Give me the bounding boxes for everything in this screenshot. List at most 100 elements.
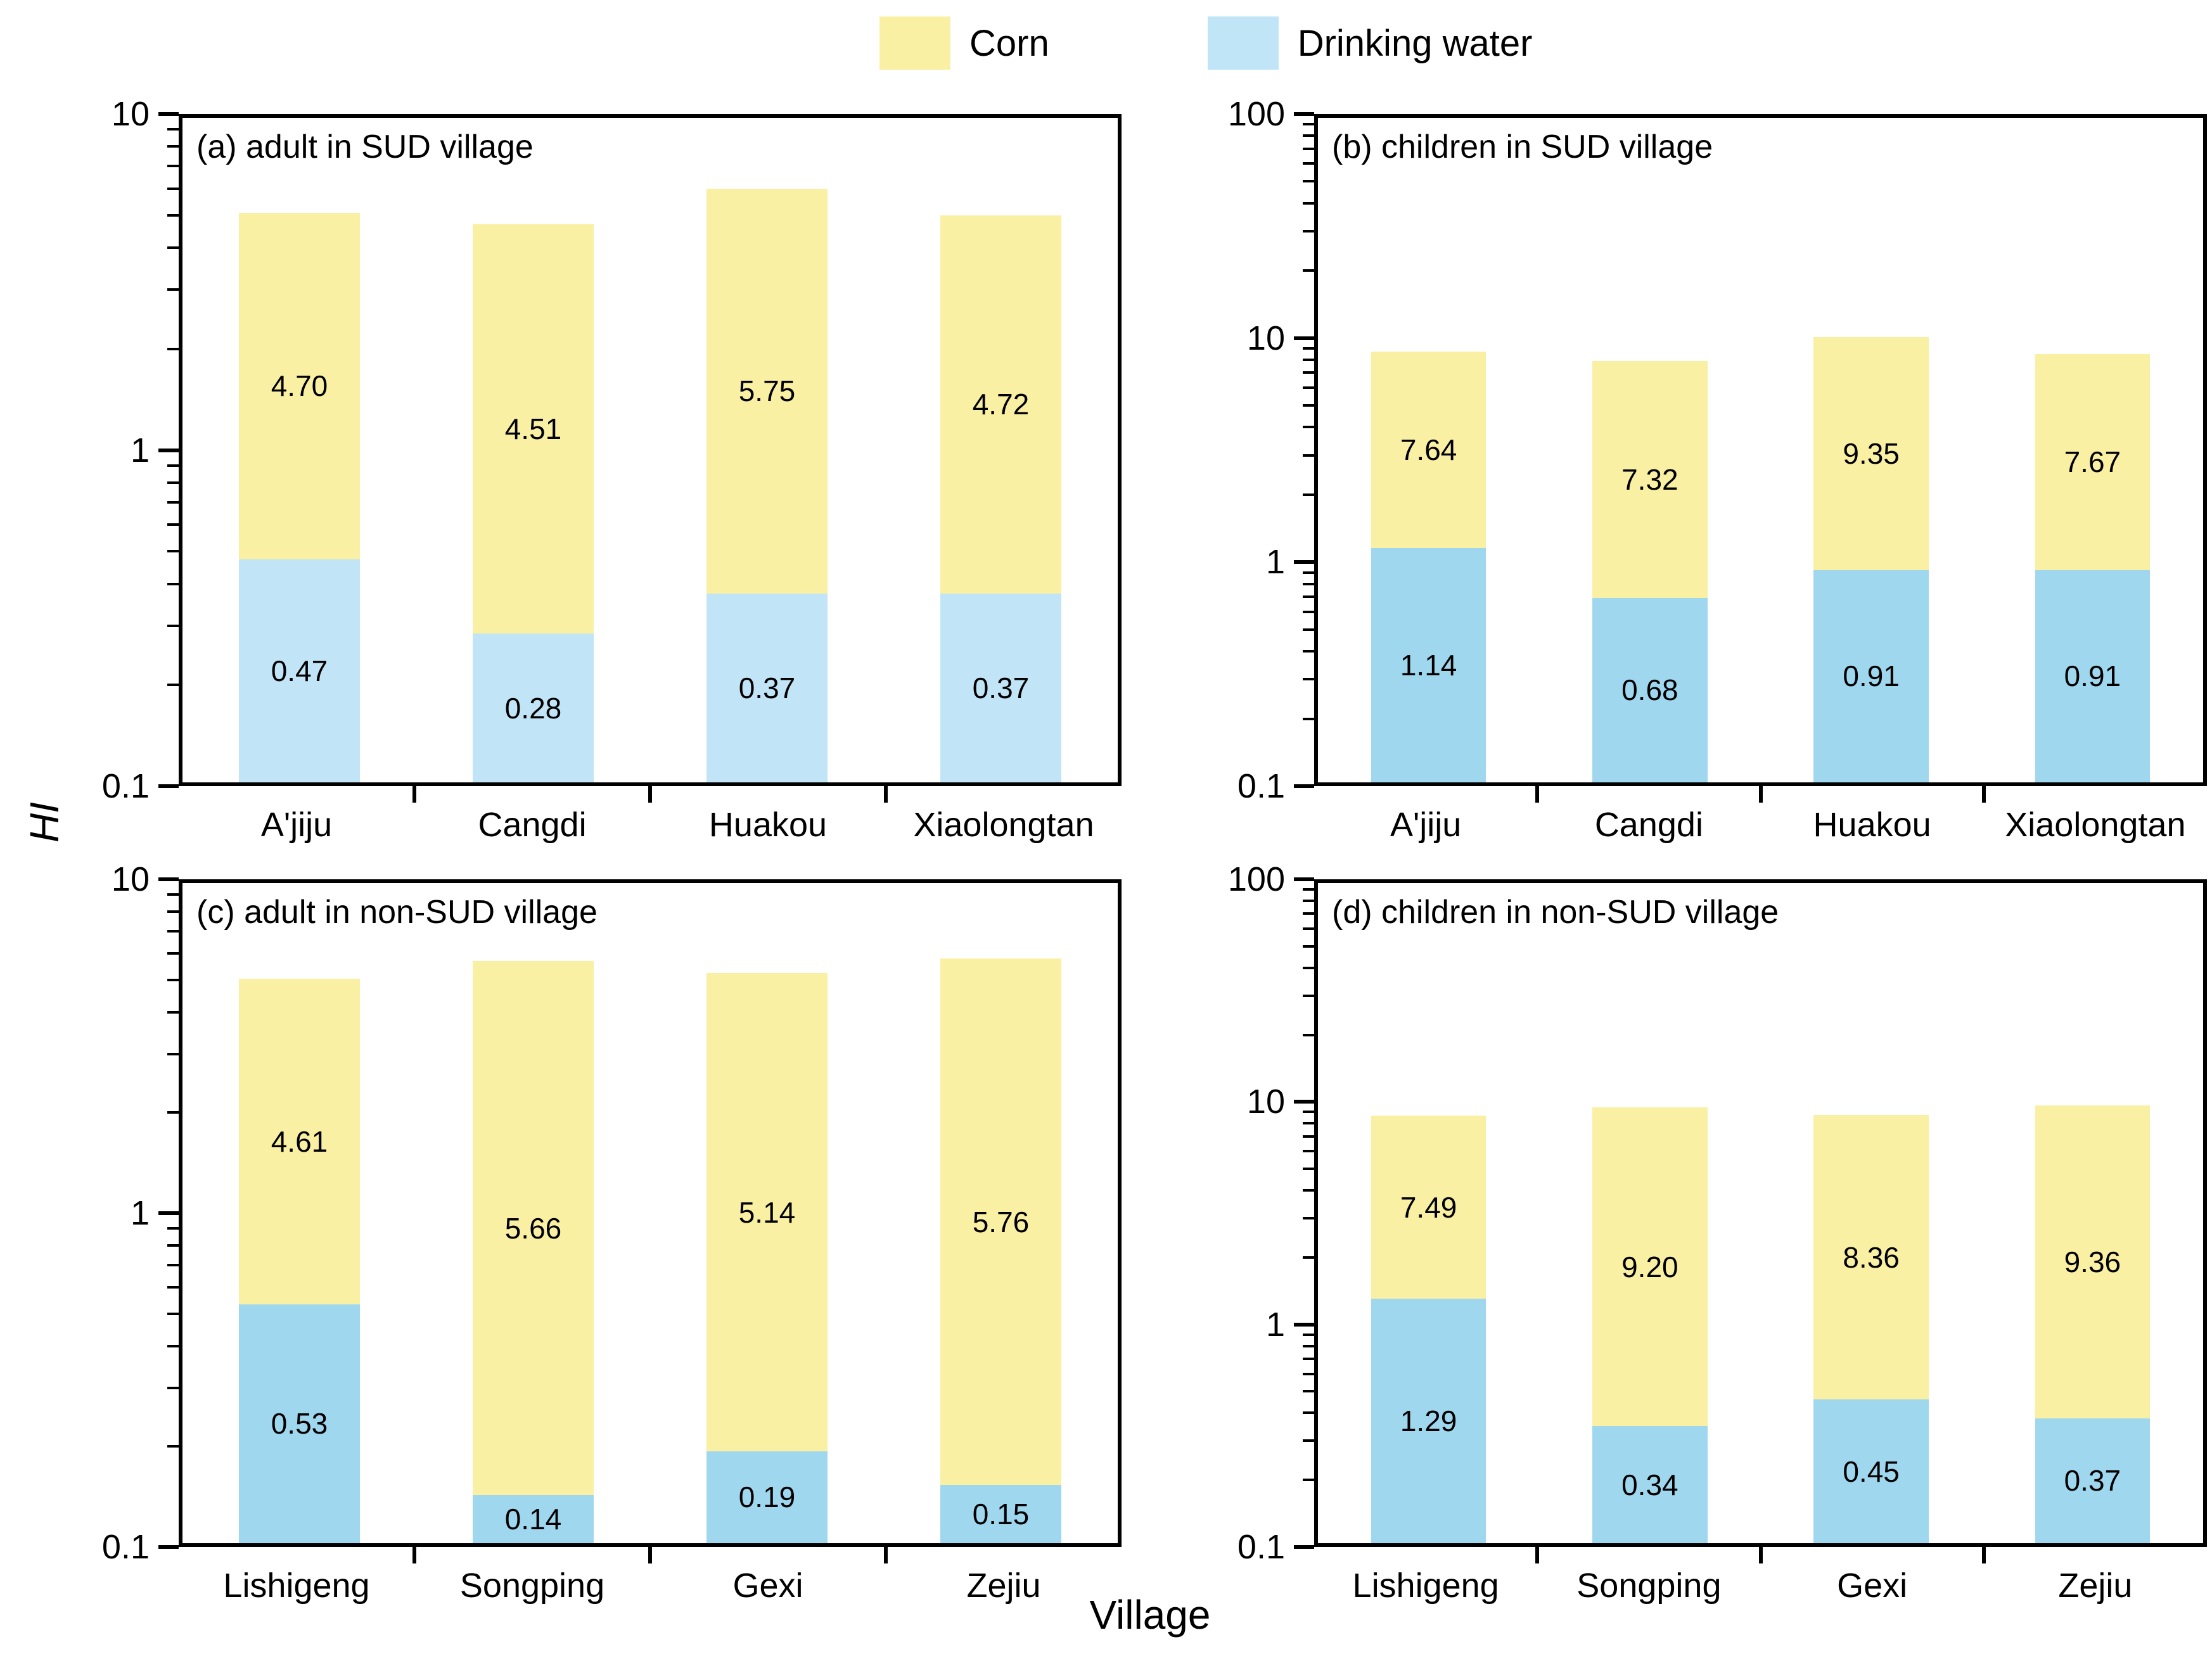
y-minor-tick: [167, 500, 179, 504]
y-tick-label: 100: [1227, 95, 1285, 133]
y-minor-tick: [1303, 945, 1314, 948]
y-minor-tick: [1303, 180, 1314, 183]
x-category-label: Xiaolongtan: [2005, 806, 2186, 844]
bar-drinking-water-segment: [238, 1304, 361, 1543]
bar-corn-segment: [238, 213, 361, 559]
corn-value-label: 9.20: [1621, 1250, 1678, 1283]
y-minor-tick: [167, 213, 179, 217]
drinking-water-value-label: 0.37: [2064, 1464, 2121, 1498]
y-minor-tick: [1303, 717, 1314, 720]
y-minor-tick: [1303, 1390, 1314, 1393]
y-tick-label: 1: [130, 431, 150, 469]
y-minor-tick: [167, 952, 179, 955]
drinking-water-value-label: 0.19: [738, 1480, 796, 1514]
y-tick-label: 0.1: [1237, 767, 1285, 805]
y-minor-tick: [1303, 888, 1314, 891]
y-major-tick: [158, 112, 179, 116]
y-minor-tick: [167, 523, 179, 526]
bar-drinking-water-segment: [1813, 1399, 1929, 1543]
y-minor-tick: [1303, 1217, 1314, 1220]
x-minor-tick: [1981, 786, 1986, 803]
x-minor-tick: [1535, 1547, 1540, 1563]
panel-title-d: (d) children in non-SUD village: [1332, 894, 1779, 931]
x-minor-tick: [884, 1547, 888, 1563]
y-minor-tick: [167, 1111, 179, 1114]
x-category-label: Lishigeng: [223, 1567, 370, 1605]
y-major-tick: [1294, 336, 1314, 340]
y-tick-label: 1: [1265, 1305, 1285, 1344]
x-category-label: Cangdi: [478, 806, 587, 844]
y-minor-tick: [167, 288, 179, 291]
y-minor-tick: [1303, 1168, 1314, 1171]
y-minor-tick: [167, 684, 179, 687]
x-minor-tick: [1981, 1547, 1986, 1563]
y-minor-tick: [1303, 966, 1314, 969]
panel-title-b: (b) children in SUD village: [1332, 129, 1713, 165]
y-minor-tick: [167, 1312, 179, 1315]
bar-corn-segment: [1371, 352, 1486, 549]
y-tick-label: 10: [111, 860, 150, 898]
bar-corn-segment: [472, 961, 594, 1495]
y-minor-tick: [167, 347, 179, 350]
drinking-water-value-label: 0.91: [1843, 659, 1900, 693]
y-minor-tick: [1303, 1033, 1314, 1036]
drinking-water-value-label: 0.14: [504, 1502, 562, 1536]
panel-d: (d) children in non-SUD village 7.49 1.29 9…: [1314, 879, 2207, 1547]
drinking-water-swatch-icon: [1207, 16, 1279, 70]
y-minor-tick: [1303, 628, 1314, 631]
y-minor-tick: [1303, 610, 1314, 613]
y-minor-tick: [167, 481, 179, 484]
corn-value-label: 5.66: [504, 1211, 562, 1245]
y-minor-tick: [167, 1244, 179, 1247]
y-minor-tick: [1303, 1344, 1314, 1347]
bar-drinking-water-segment: [1592, 1426, 1708, 1543]
y-tick-label: 10: [1246, 319, 1285, 357]
y-minor-tick: [167, 550, 179, 553]
y-minor-tick: [1303, 650, 1314, 653]
y-minor-tick: [1303, 123, 1314, 126]
corn-value-label: 4.51: [504, 412, 562, 446]
bar-drinking-water-segment: [1371, 1299, 1486, 1543]
y-minor-tick: [1303, 1333, 1314, 1336]
y-minor-tick: [1303, 134, 1314, 137]
corn-value-label: 5.76: [972, 1205, 1030, 1238]
legend-item-drinking-water: Drinking water: [1207, 16, 1532, 70]
y-minor-tick: [167, 165, 179, 168]
y-major-tick: [158, 1211, 179, 1215]
y-major-tick: [1294, 1545, 1314, 1549]
y-minor-tick: [1303, 1256, 1314, 1259]
y-minor-tick: [1303, 1111, 1314, 1114]
x-minor-tick: [1758, 786, 1763, 803]
corn-value-label: 5.75: [738, 374, 796, 408]
bar-corn-segment: [1592, 360, 1708, 598]
corn-value-label: 7.64: [1400, 433, 1457, 467]
y-minor-tick: [1303, 1150, 1314, 1153]
bar-corn-segment: [1813, 336, 1929, 570]
x-minor-tick: [648, 786, 652, 803]
drinking-water-value-label: 0.28: [504, 691, 562, 725]
drinking-water-value-label: 0.47: [271, 654, 328, 687]
y-minor-tick: [167, 1052, 179, 1055]
y-minor-tick: [1303, 1411, 1314, 1415]
y-minor-tick: [1303, 900, 1314, 903]
bar-drinking-water-segment: [472, 1494, 594, 1543]
drinking-water-value-label: 0.15: [972, 1498, 1030, 1531]
bar-corn-segment: [238, 978, 361, 1304]
bar-corn-segment: [2035, 353, 2151, 570]
x-minor-tick: [1535, 786, 1540, 803]
y-minor-tick: [1303, 912, 1314, 915]
bar-drinking-water-segment: [940, 593, 1062, 782]
corn-value-label: 4.72: [972, 388, 1030, 421]
y-minor-tick: [1303, 571, 1314, 574]
bar-drinking-water-segment: [1371, 548, 1486, 782]
x-category-label: Cangdi: [1594, 806, 1703, 844]
y-minor-tick: [1303, 1135, 1314, 1138]
y-minor-tick: [1303, 386, 1314, 390]
y-tick-label: 0.1: [101, 767, 150, 805]
y-minor-tick: [1303, 1479, 1314, 1482]
y-minor-tick: [1303, 229, 1314, 232]
legend-item-corn: Corn: [879, 16, 1049, 70]
x-category-label: Zejiu: [2058, 1567, 2133, 1605]
y-major-tick: [1294, 560, 1314, 564]
